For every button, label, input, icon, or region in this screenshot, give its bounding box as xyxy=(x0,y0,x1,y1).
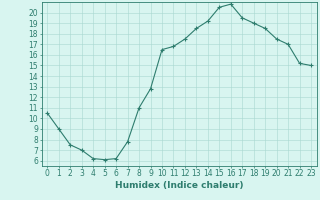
X-axis label: Humidex (Indice chaleur): Humidex (Indice chaleur) xyxy=(115,181,244,190)
